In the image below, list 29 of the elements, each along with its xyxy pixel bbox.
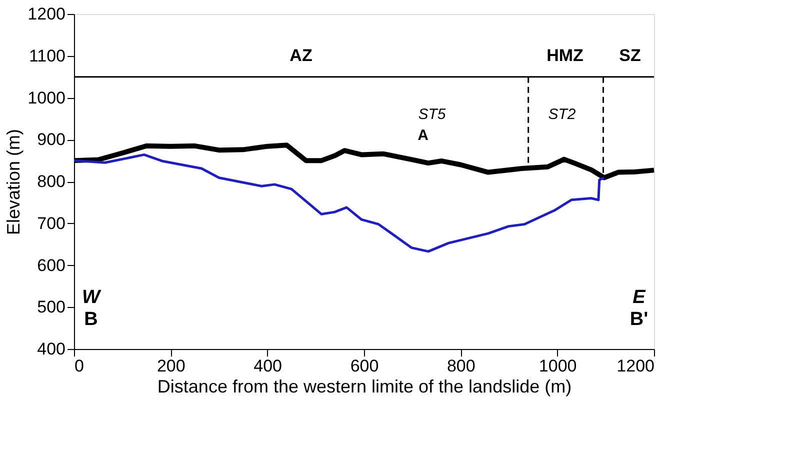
annotation: E <box>632 287 647 308</box>
annotation: SZ <box>619 46 641 65</box>
line-series <box>72 153 606 253</box>
x-axis-title: Distance from the western limite of the landslide (m) <box>157 376 572 396</box>
x-tick-label: 200 <box>156 356 186 376</box>
y-tick-label: 1000 <box>28 88 66 108</box>
annotation: A <box>418 127 429 144</box>
annotation: AZ <box>290 46 312 65</box>
annotation: B <box>84 309 98 330</box>
y-tick-label: 400 <box>37 340 66 358</box>
y-tick-label: 600 <box>37 256 66 275</box>
x-tick-label: 1000 <box>538 356 577 376</box>
annotation: ST2 <box>548 106 576 123</box>
y-tick-label: 800 <box>37 172 66 191</box>
y-tick-label: 900 <box>37 130 66 150</box>
x-tick-label: 1200 <box>616 356 654 376</box>
annotation: ST5 <box>418 106 446 123</box>
y-tick-label: 1100 <box>28 46 66 66</box>
y-axis-title: Elevation (m) <box>4 128 24 236</box>
y-tick-label: 500 <box>37 298 66 317</box>
y-tick-label: 1200 <box>28 4 66 24</box>
x-tick-label: 400 <box>254 356 282 376</box>
y-tick-label: 700 <box>37 214 66 233</box>
x-tick-label: 800 <box>446 356 476 376</box>
x-tick-label: 0 <box>74 356 84 376</box>
annotation: B' <box>630 309 648 330</box>
x-tick-label: 600 <box>350 356 379 376</box>
annotation: HMZ <box>546 46 584 65</box>
annotation: W <box>82 287 102 308</box>
